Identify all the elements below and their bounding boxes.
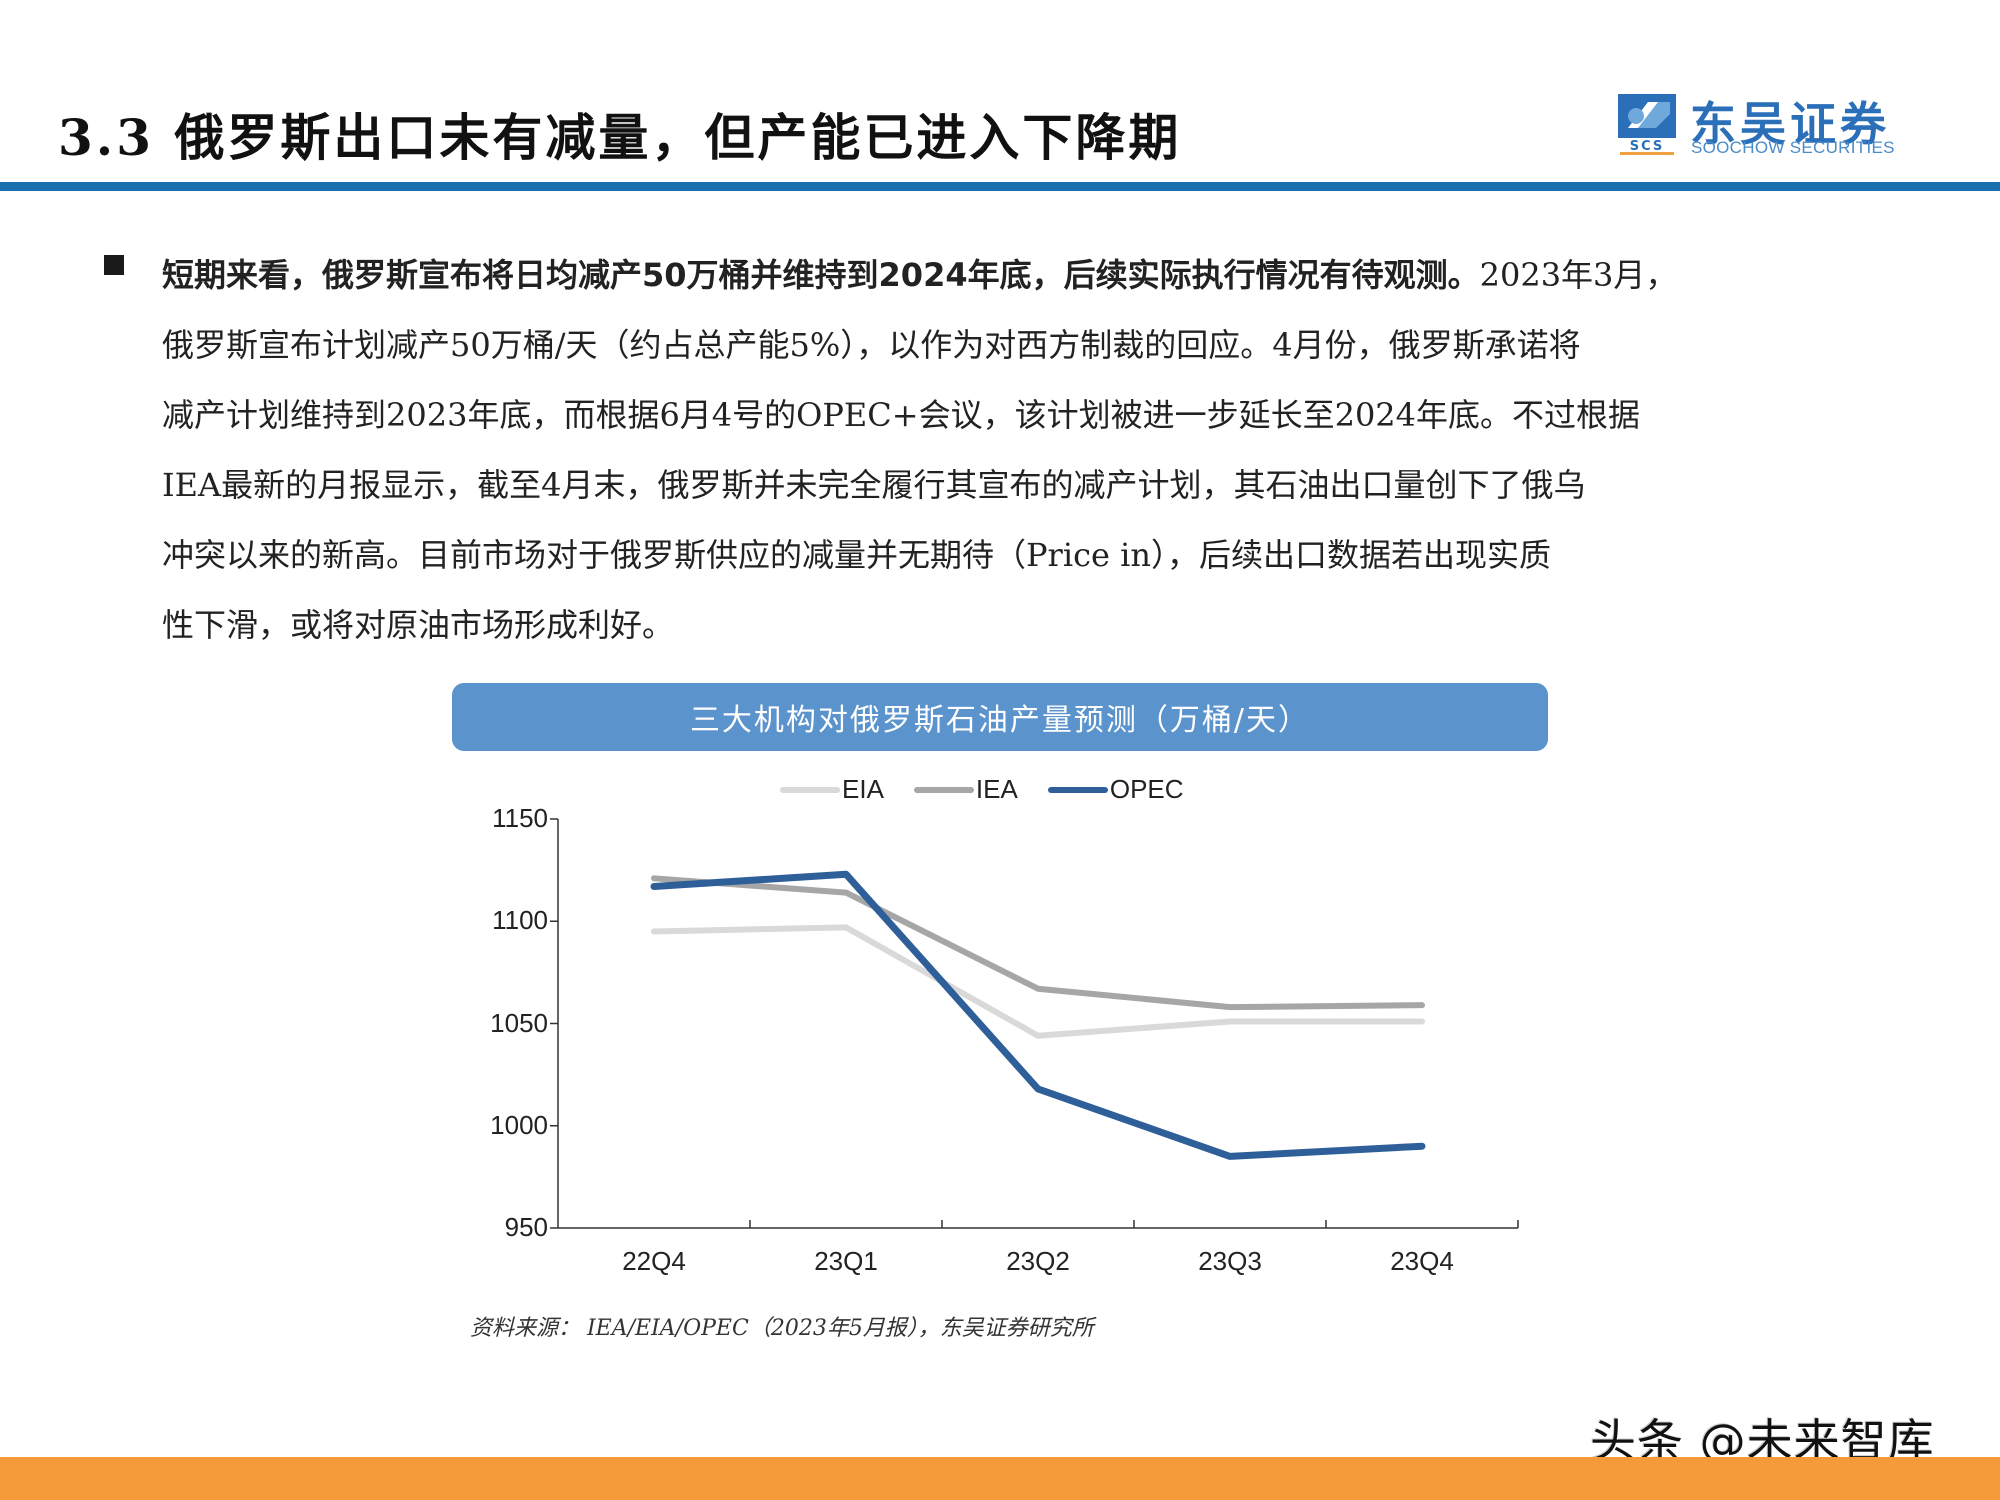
x-tick-label: 23Q4 [1390, 1246, 1454, 1276]
footer-bar [0, 1457, 2000, 1500]
soochow-securities-logo: SCS 东吴证券 SOOCHOW SECURITIES [1616, 92, 1916, 160]
logo-chinese-name: 东吴证券 [1690, 97, 1890, 151]
y-tick-label: 1000 [490, 1109, 548, 1140]
x-tick-label: 22Q4 [622, 1246, 686, 1276]
legend-item-eia: EIA [780, 774, 884, 805]
y-tick-label: 1150 [492, 803, 548, 833]
chart-legend: EIA IEA OPEC [780, 774, 1214, 805]
y-tick-label: 1050 [490, 1007, 548, 1038]
legend-item-opec: OPEC [1047, 774, 1184, 805]
paragraph-line: 冲突以来的新高。目前市场对于俄罗斯供应的减量并无期待（Price in），后续出… [162, 536, 1551, 574]
paragraph-line: 减产计划维持到2023年底，而根据6月4号的OPEC+会议，该计划被进一步延长至… [162, 396, 1641, 434]
series-line-eia [651, 924, 1425, 1039]
chart-title-banner: 三大机构对俄罗斯石油产量预测（万桶/天） [452, 683, 1548, 751]
x-tick-label: 23Q3 [1198, 1246, 1262, 1276]
legend-swatch-iea [913, 786, 974, 793]
paragraph-line: IEA最新的月报显示，截至4月末，俄罗斯并未完全履行其宣布的减产计划，其石油出口… [162, 466, 1586, 504]
legend-swatch-opec [1047, 786, 1108, 793]
page-title: 3.3 俄罗斯出口未有减量，但产能已进入下降期 [58, 108, 1182, 167]
paragraph-lead: 短期来看，俄罗斯宣布将日均减产50万桶并维持到2024年底，后续实际执行情况有待… [162, 256, 1480, 294]
legend-swatch-eia [780, 786, 840, 793]
y-tick-label: 1100 [492, 905, 548, 936]
series-line-opec [650, 870, 1426, 1160]
svg-text:SCS: SCS [1630, 139, 1665, 154]
series-line-iea [651, 875, 1425, 1011]
scs-logo-icon: SCS [1618, 94, 1676, 155]
legend-label: IEA [975, 774, 1018, 804]
legend-item-iea: IEA [913, 774, 1018, 805]
paragraph-line: 2023年3月， [1479, 256, 1678, 294]
header-divider [0, 182, 2000, 191]
y-tick-label: 950 [504, 1212, 548, 1242]
square-bullet-icon [104, 255, 124, 275]
x-tick-label: 23Q1 [814, 1246, 878, 1276]
body-paragraph: 短期来看，俄罗斯宣布将日均减产50万桶并维持到2024年底，后续实际执行情况有待… [162, 240, 1922, 660]
legend-label: EIA [842, 774, 884, 804]
x-tick-label: 23Q2 [1006, 1246, 1070, 1276]
paragraph-line: 俄罗斯宣布计划减产50万桶/天（约占总产能5%），以作为对西方制裁的回应。4月份… [162, 326, 1581, 364]
legend-label: OPEC [1109, 774, 1184, 804]
paragraph-line: 性下滑，或将对原油市场形成利好。 [162, 606, 675, 644]
logo-english-name: SOOCHOW SECURITIES [1691, 138, 1895, 157]
source-note: 资料来源： IEA/EIA/OPEC（2023年5月报），东吴证券研究所 [470, 1316, 1094, 1341]
